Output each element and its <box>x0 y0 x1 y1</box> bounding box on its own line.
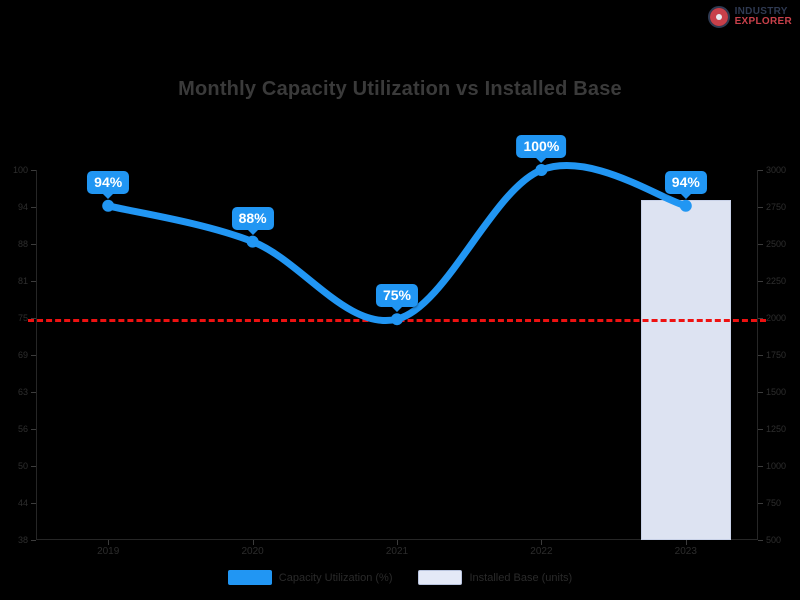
x-axis-tick <box>397 540 398 545</box>
y-axis-right-tick <box>758 355 763 356</box>
y-axis-left-tick <box>31 170 36 171</box>
legend-label: Capacity Utilization (%) <box>278 571 393 584</box>
x-axis-line <box>36 539 758 540</box>
logo-line-1: INDUSTRY <box>734 5 788 17</box>
series-point[interactable] <box>246 235 259 248</box>
legend-swatch <box>227 570 272 585</box>
data-point-label: 100% <box>516 135 567 158</box>
y-axis-right-tick <box>758 540 763 541</box>
legend-label: Installed Base (units) <box>469 571 573 584</box>
y-axis-left-tick-label: 56 <box>17 424 28 434</box>
series-point[interactable] <box>102 199 115 212</box>
y-axis-left-line <box>36 170 37 540</box>
y-axis-right-tick-label: 750 <box>766 498 782 508</box>
y-axis-right-tick <box>758 244 763 245</box>
x-axis-tick <box>541 540 543 545</box>
logo-line-2: EXPLORER <box>734 16 792 27</box>
y-axis-right-tick-label: 2500 <box>766 239 787 249</box>
y-axis-right-tick <box>758 503 763 504</box>
legend-swatch <box>418 570 463 585</box>
y-axis-right-tick-label: 3000 <box>766 165 787 175</box>
y-axis-right-tick-label: 1750 <box>766 350 787 360</box>
y-axis-left-tick-label: 94 <box>17 202 28 212</box>
legend-item[interactable]: Installed Base (units) <box>418 570 572 585</box>
y-axis-right-tick <box>758 207 763 208</box>
x-axis-tick <box>108 540 110 545</box>
brand-logo: INDUSTRY EXPLORER <box>707 5 792 28</box>
chart-title: Monthly Capacity Utilization vs Installe… <box>178 78 622 100</box>
y-axis-right-tick <box>758 281 763 282</box>
series-point[interactable] <box>535 164 548 176</box>
y-axis-left-tick <box>31 207 36 208</box>
y-axis-left-tick <box>31 355 36 356</box>
y-axis-left-tick <box>31 318 36 319</box>
y-axis-left-tick <box>31 503 36 504</box>
x-axis-tick <box>252 540 254 545</box>
y-axis-left-tick-label: 38 <box>17 535 28 545</box>
series-point[interactable] <box>679 199 692 212</box>
x-axis-tick-label: 2021 <box>385 546 409 557</box>
x-axis-tick-label: 2023 <box>674 546 697 557</box>
highlight-band <box>641 200 731 540</box>
y-axis-right-line <box>757 170 758 540</box>
x-axis-tick-label: 2022 <box>530 546 553 557</box>
y-axis-right-tick-label: 2750 <box>766 202 787 212</box>
y-axis-right-tick-label: 1000 <box>766 461 787 471</box>
y-axis-left-tick <box>31 244 36 245</box>
y-axis-left-tick <box>31 429 36 430</box>
x-axis-tick-label: 2019 <box>97 546 120 557</box>
y-axis-left-tick <box>31 466 36 467</box>
series-point[interactable] <box>391 313 403 326</box>
y-axis-right-tick-label: 2250 <box>766 276 787 286</box>
data-point-label: 94% <box>87 170 130 194</box>
y-axis-right-tick <box>758 429 763 430</box>
y-axis-right-tick-label: 500 <box>766 535 782 545</box>
y-axis-left-tick <box>31 281 36 282</box>
y-axis-right-tick <box>758 392 763 393</box>
y-axis-left-tick-label: 81 <box>17 276 28 286</box>
chart-legend: Capacity Utilization (%) Installed Base (… <box>0 570 800 585</box>
y-axis-left-tick <box>31 540 36 541</box>
y-axis-right-tick-label: 2000 <box>766 313 787 323</box>
y-axis-left-tick-label: 69 <box>17 350 28 360</box>
y-axis-right-tick-label: 1250 <box>766 424 787 434</box>
y-axis-right-tick-label: 1500 <box>766 387 787 397</box>
x-axis-tick <box>685 540 687 545</box>
y-axis-right-tick <box>758 170 763 171</box>
plot-area: 100 94 88 81 75 69 63 56 50 44 38 3000 2750 2500 2250… <box>13 135 786 557</box>
logo-burst-icon <box>707 6 730 28</box>
data-point-label: 88% <box>231 206 274 230</box>
y-axis-right-tick <box>758 466 763 467</box>
y-axis-left-tick-label: 88 <box>17 239 28 249</box>
x-axis-tick-label: 2020 <box>241 546 264 557</box>
y-axis-left-tick-label: 100 <box>12 165 28 175</box>
y-axis-left-tick-label: 75 <box>17 313 28 323</box>
y-axis-left-tick-label: 50 <box>17 461 28 471</box>
y-axis-left-tick-label: 44 <box>17 498 28 508</box>
y-axis-left-tick-label: 63 <box>17 387 28 397</box>
legend-item[interactable]: Capacity Utilization (%) <box>227 570 393 585</box>
line-series <box>102 162 692 326</box>
data-point-label: 94% <box>664 170 707 194</box>
y-axis-left-tick <box>31 392 36 393</box>
data-point-label: 75% <box>375 284 419 308</box>
y-axis-right-tick <box>758 318 763 319</box>
